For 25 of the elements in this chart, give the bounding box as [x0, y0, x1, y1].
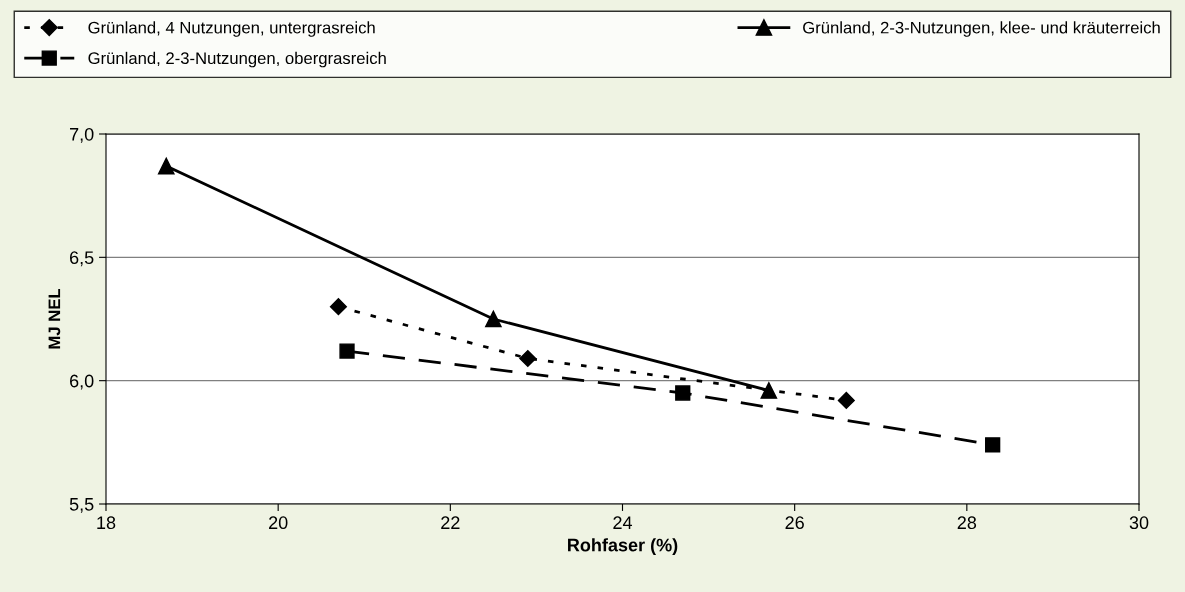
- y-tick-label: 7,0: [70, 127, 94, 143]
- y-axis-title: MJ NEL: [48, 288, 61, 349]
- x-tick-label: 26: [785, 516, 804, 530]
- x-tick-label: 20: [269, 516, 288, 530]
- point: [485, 310, 502, 328]
- point: [329, 298, 347, 316]
- x-tick-label: 30: [1129, 516, 1149, 530]
- legend-label: Grünland, 4 Nutzungen, untergrasreich: [88, 21, 375, 37]
- x-axis-title: Rohfaser (%): [568, 538, 678, 556]
- point: [837, 391, 855, 409]
- legend-label: Grünland, 2-3-Nutzungen, klee- und kräuterreich: [803, 21, 1160, 37]
- x-tick-label: 28: [957, 516, 977, 530]
- point: [157, 157, 175, 175]
- x-tick-label: 18: [97, 516, 116, 530]
- y-tick-label: 6,5: [70, 251, 94, 267]
- point: [339, 343, 355, 359]
- point: [985, 437, 1001, 453]
- y-tick-label: 6,0: [70, 374, 94, 390]
- y-tick-label: 5,5: [69, 498, 94, 513]
- point: [675, 385, 691, 401]
- point: [760, 382, 778, 399]
- x-tick-label: 22: [441, 516, 460, 529]
- point: [519, 349, 537, 368]
- x-tick-label: 24: [613, 516, 633, 529]
- legend-label: Grünland, 2-3-Nutzungen, obergrasreich: [88, 51, 386, 68]
